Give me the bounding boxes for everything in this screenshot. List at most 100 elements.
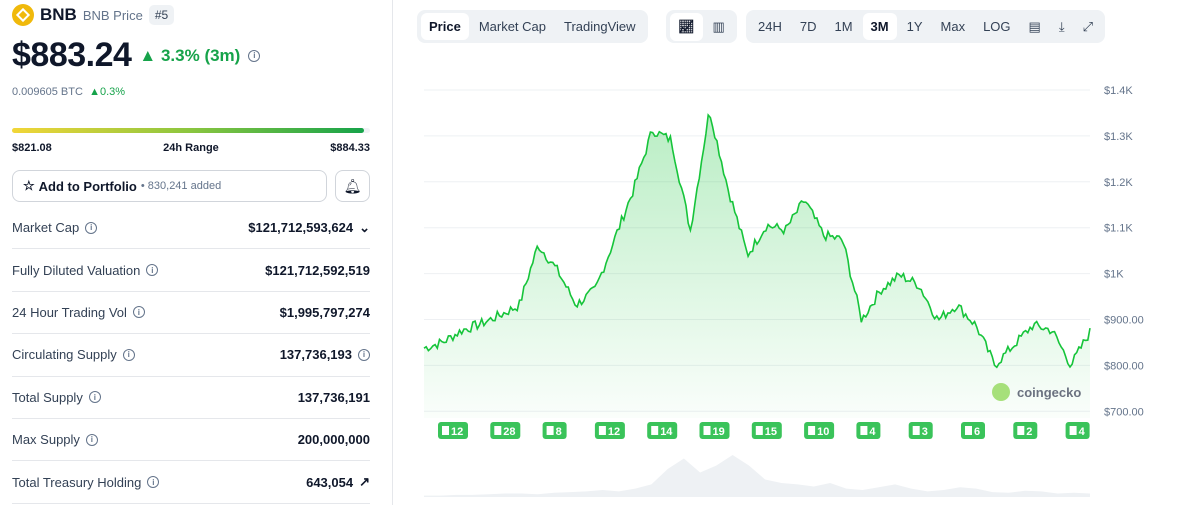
portfolio-count: 830,241 added xyxy=(147,180,222,192)
news-marker[interactable]: 12 xyxy=(438,422,468,439)
y-tick-label: $700.00 xyxy=(1104,406,1144,418)
range-7d[interactable]: 7D xyxy=(799,19,817,34)
stat-row: Total Supply i 137,736,191 xyxy=(12,377,370,419)
calendar-icon[interactable]: ▤ xyxy=(1028,18,1041,34)
newspaper-icon xyxy=(546,426,554,435)
info-icon[interactable]: i xyxy=(85,433,98,446)
stat-row: Circulating Supply i 137,736,193 i xyxy=(12,334,370,377)
stat-value: 200,000,000 xyxy=(297,432,370,448)
stat-label: 24 Hour Trading Vol xyxy=(12,304,127,320)
add-to-portfolio-button[interactable]: ☆ Add to Portfolio • 830,241 added xyxy=(12,170,327,202)
fullscreen-icon[interactable]: ⤢ xyxy=(1082,18,1093,34)
info-icon[interactable]: i xyxy=(358,348,370,361)
stat-value: 137,736,191 xyxy=(297,389,370,405)
stat-value: 643,054 xyxy=(306,474,354,490)
news-count: 14 xyxy=(660,426,673,438)
newspaper-icon xyxy=(442,426,449,435)
current-price: $883.24 xyxy=(12,36,132,74)
range-bar xyxy=(12,128,370,133)
stat-value: $121,712,593,624 xyxy=(248,220,354,236)
portfolio-label: Add to Portfolio xyxy=(38,178,137,194)
news-marker[interactable]: 19 xyxy=(699,422,730,439)
chart-style-toggle: 📈︎ ▥ xyxy=(666,10,737,43)
coin-name: BNB Price xyxy=(82,7,143,23)
news-marker[interactable]: 10 xyxy=(804,422,835,439)
news-count: 10 xyxy=(817,426,829,438)
newspaper-icon xyxy=(965,426,972,435)
tab-price[interactable]: Price xyxy=(421,13,469,40)
external-link-icon[interactable]: ↗ xyxy=(359,474,370,490)
chevron-down-icon[interactable]: ⌄ xyxy=(359,219,370,235)
news-count: 4 xyxy=(869,426,876,438)
news-marker[interactable]: 15 xyxy=(751,422,782,439)
range-max[interactable]: Max xyxy=(940,19,966,34)
tab-tradingview[interactable]: TradingView xyxy=(564,19,636,34)
candlestick-chart-icon[interactable]: ▥ xyxy=(712,18,725,34)
news-count: 8 xyxy=(556,426,562,438)
news-marker[interactable]: 28 xyxy=(490,422,521,439)
stat-value: $121,712,592,519 xyxy=(265,262,370,278)
chart-type-tabs: Price Market Cap TradingView xyxy=(417,10,648,43)
stat-row: 24 Hour Trading Vol i $1,995,797,274 xyxy=(12,292,370,335)
news-marker[interactable]: 3 xyxy=(908,422,933,439)
up-triangle-icon: ▲ xyxy=(89,86,100,98)
up-triangle-icon: ▲ xyxy=(139,45,157,65)
stats-table: Market Cap i $121,712,593,624 ⌄ Fully Dilute… xyxy=(12,207,370,504)
btc-change: 0.3% xyxy=(99,86,126,98)
price-alert-button[interactable]: 🔔︎ xyxy=(335,170,370,202)
news-marker[interactable]: 6 xyxy=(961,422,985,439)
stat-label: Total Treasury Holding xyxy=(12,474,142,490)
stat-row: Fully Diluted Valuation i $121,712,592,519 xyxy=(12,249,370,292)
y-tick-label: $1.3K xyxy=(1104,131,1133,143)
y-tick-label: $900.00 xyxy=(1104,315,1144,327)
line-chart-icon[interactable]: 📈︎ xyxy=(670,12,703,41)
stat-label: Total Supply xyxy=(12,389,83,405)
news-count: 6 xyxy=(974,426,980,438)
info-icon[interactable]: i xyxy=(88,391,101,404)
stat-row: Max Supply i 200,000,000 xyxy=(12,419,370,462)
news-count: 15 xyxy=(765,426,777,438)
watermark-text: coingecko xyxy=(1017,385,1081,400)
y-tick-label: $800.00 xyxy=(1104,360,1144,372)
info-icon[interactable]: i xyxy=(147,476,160,489)
y-tick-label: $1.4K xyxy=(1104,85,1133,97)
download-icon[interactable]: ⤓ xyxy=(1058,18,1065,34)
info-icon[interactable]: i xyxy=(248,49,261,62)
info-icon[interactable]: i xyxy=(85,221,98,234)
tab-market-cap[interactable]: Market Cap xyxy=(478,19,547,34)
news-marker[interactable]: 14 xyxy=(647,422,678,439)
news-marker[interactable]: 4 xyxy=(1065,422,1090,439)
info-icon[interactable]: i xyxy=(146,264,159,277)
news-marker[interactable]: 2 xyxy=(1013,422,1038,439)
newspaper-icon xyxy=(651,426,659,435)
range-high: $884.33 xyxy=(330,142,370,154)
news-count: 3 xyxy=(922,426,928,438)
info-icon[interactable]: i xyxy=(122,348,135,361)
range-1y[interactable]: 1Y xyxy=(906,19,923,34)
y-tick-label: $1.2K xyxy=(1104,177,1133,189)
range-label: 24h Range xyxy=(163,142,219,154)
news-marker[interactable]: 4 xyxy=(856,422,881,439)
log-toggle[interactable]: LOG xyxy=(983,19,1011,34)
news-count: 12 xyxy=(608,426,620,438)
range-low: $821.08 xyxy=(12,142,52,154)
newspaper-icon xyxy=(808,426,816,435)
range-1m[interactable]: 1M xyxy=(834,19,853,34)
newspaper-icon xyxy=(1017,426,1025,435)
news-marker[interactable]: 12 xyxy=(594,422,625,439)
news-marker[interactable]: 8 xyxy=(542,422,567,439)
divider xyxy=(392,0,393,505)
price-block: $883.24 ▲ 3.3% (3m) i xyxy=(12,36,261,75)
range-3m[interactable]: 3M xyxy=(862,13,897,40)
coingecko-logo-icon xyxy=(992,383,1010,401)
stat-label: Market Cap xyxy=(12,220,80,236)
info-icon[interactable]: i xyxy=(132,306,145,319)
time-range-tabs: 24H 7D 1M 3M 1Y Max LOG ▤ ⤓ ⤢ xyxy=(746,10,1105,43)
news-count: 28 xyxy=(503,426,515,438)
price-line xyxy=(423,113,1091,369)
bnb-logo-icon xyxy=(12,4,34,26)
newspaper-icon xyxy=(703,426,711,435)
news-count: 19 xyxy=(713,426,725,438)
range-24h[interactable]: 24H xyxy=(758,19,782,34)
stat-row: Total Treasury Holding i 643,054 ↗ xyxy=(12,461,370,504)
